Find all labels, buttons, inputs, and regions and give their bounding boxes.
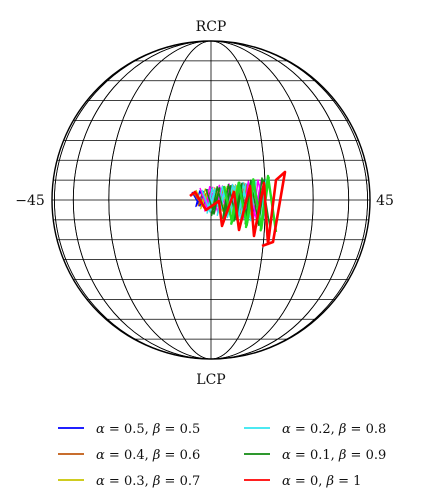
trace-red	[189, 170, 287, 248]
label-lcp: LCP	[196, 372, 225, 388]
legend-label: α = 0.3, β = 0.7	[96, 474, 200, 489]
polarization-traces	[189, 170, 287, 248]
label-minus-45: −45	[15, 193, 45, 209]
trace-lime	[222, 174, 278, 233]
label-rcp: RCP	[196, 19, 227, 35]
sphere-grid	[51, 40, 371, 360]
label-plus-45: 45	[376, 193, 394, 209]
legend-item: α = 0.2, β = 0.8	[244, 422, 386, 437]
legend-label: α = 0.4, β = 0.6	[96, 448, 200, 463]
legend: α = 0.5, β = 0.5 α = 0.4, β = 0.6 α = 0.3,…	[58, 422, 386, 489]
legend-item: α = 0.3, β = 0.7	[58, 474, 200, 489]
legend-item: α = 0.5, β = 0.5	[58, 422, 200, 437]
legend-item: α = 0.1, β = 0.9	[244, 448, 386, 463]
legend-label: α = 0.1, β = 0.9	[282, 448, 386, 463]
legend-label: α = 0, β = 1	[282, 474, 361, 489]
legend-item: α = 0.4, β = 0.6	[58, 448, 200, 463]
legend-label: α = 0.2, β = 0.8	[282, 422, 386, 437]
legend-item: α = 0, β = 1	[244, 474, 361, 489]
sphere-outline	[51, 40, 371, 360]
legend-label: α = 0.5, β = 0.5	[96, 422, 200, 437]
